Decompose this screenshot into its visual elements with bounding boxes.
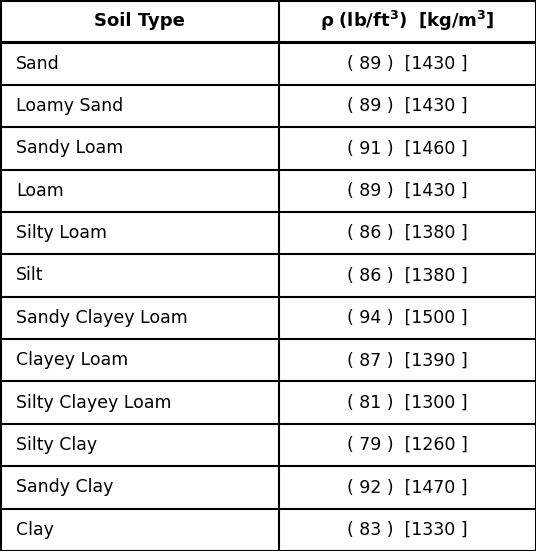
Text: ( 89 )  [1430 ]: ( 89 ) [1430 ]: [347, 55, 468, 73]
Text: ( 94 )  [1500 ]: ( 94 ) [1500 ]: [347, 309, 468, 327]
Text: ( 86 )  [1380 ]: ( 86 ) [1380 ]: [347, 267, 468, 284]
Text: ( 83 )  [1330 ]: ( 83 ) [1330 ]: [347, 521, 468, 539]
Text: Clay: Clay: [16, 521, 54, 539]
Text: ( 91 )  [1460 ]: ( 91 ) [1460 ]: [347, 139, 468, 158]
Text: Sandy Clayey Loam: Sandy Clayey Loam: [16, 309, 188, 327]
Text: $\bf{\rho}$ $\bf{(lb/ft^3)}$  $\bf{[kg/m^3]}$: $\bf{\rho}$ $\bf{(lb/ft^3)}$ $\bf{[kg/m^…: [320, 9, 495, 33]
Text: Silty Loam: Silty Loam: [16, 224, 107, 242]
Text: ( 79 )  [1260 ]: ( 79 ) [1260 ]: [347, 436, 468, 454]
Text: ( 89 )  [1430 ]: ( 89 ) [1430 ]: [347, 97, 468, 115]
Text: Sandy Clay: Sandy Clay: [16, 478, 114, 496]
Text: ( 92 )  [1470 ]: ( 92 ) [1470 ]: [347, 478, 468, 496]
Text: Loamy Sand: Loamy Sand: [16, 97, 123, 115]
Text: Sandy Loam: Sandy Loam: [16, 139, 123, 158]
Text: Clayey Loam: Clayey Loam: [16, 352, 128, 369]
Text: ( 89 )  [1430 ]: ( 89 ) [1430 ]: [347, 182, 468, 199]
Text: Silty Clay: Silty Clay: [16, 436, 97, 454]
Text: ( 87 )  [1390 ]: ( 87 ) [1390 ]: [347, 352, 468, 369]
Text: ( 86 )  [1380 ]: ( 86 ) [1380 ]: [347, 224, 468, 242]
Text: Silty Clayey Loam: Silty Clayey Loam: [16, 393, 172, 412]
Text: Soil Type: Soil Type: [94, 12, 185, 30]
Text: ( 81 )  [1300 ]: ( 81 ) [1300 ]: [347, 393, 468, 412]
Text: Silt: Silt: [16, 267, 43, 284]
Text: Sand: Sand: [16, 55, 60, 73]
Text: Loam: Loam: [16, 182, 64, 199]
